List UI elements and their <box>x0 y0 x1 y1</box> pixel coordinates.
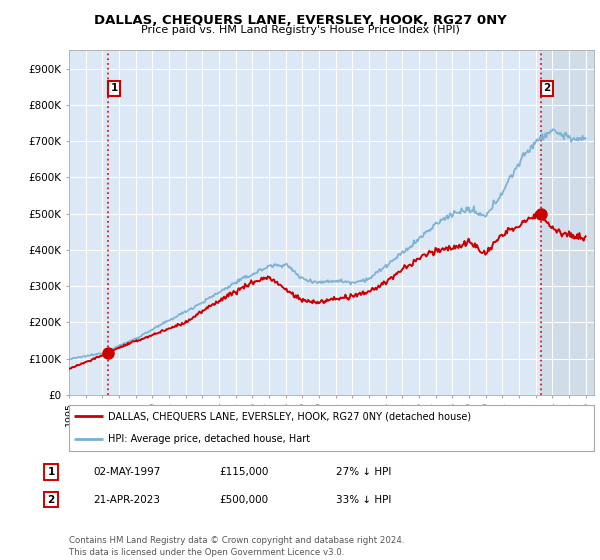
Text: 1: 1 <box>47 467 55 477</box>
Text: 1: 1 <box>110 83 118 94</box>
Text: £115,000: £115,000 <box>219 467 268 477</box>
Text: 02-MAY-1997: 02-MAY-1997 <box>93 467 160 477</box>
Text: HPI: Average price, detached house, Hart: HPI: Average price, detached house, Hart <box>109 435 311 444</box>
Text: 33% ↓ HPI: 33% ↓ HPI <box>336 494 391 505</box>
Text: DALLAS, CHEQUERS LANE, EVERSLEY, HOOK, RG27 0NY: DALLAS, CHEQUERS LANE, EVERSLEY, HOOK, R… <box>94 14 506 27</box>
Text: 2: 2 <box>544 83 551 94</box>
Text: 2: 2 <box>47 494 55 505</box>
Text: DALLAS, CHEQUERS LANE, EVERSLEY, HOOK, RG27 0NY (detached house): DALLAS, CHEQUERS LANE, EVERSLEY, HOOK, R… <box>109 412 472 421</box>
Text: £500,000: £500,000 <box>219 494 268 505</box>
Text: Contains HM Land Registry data © Crown copyright and database right 2024.
This d: Contains HM Land Registry data © Crown c… <box>69 536 404 557</box>
Text: 21-APR-2023: 21-APR-2023 <box>93 494 160 505</box>
Text: 27% ↓ HPI: 27% ↓ HPI <box>336 467 391 477</box>
Text: Price paid vs. HM Land Registry's House Price Index (HPI): Price paid vs. HM Land Registry's House … <box>140 25 460 35</box>
Bar <box>541 50 594 395</box>
